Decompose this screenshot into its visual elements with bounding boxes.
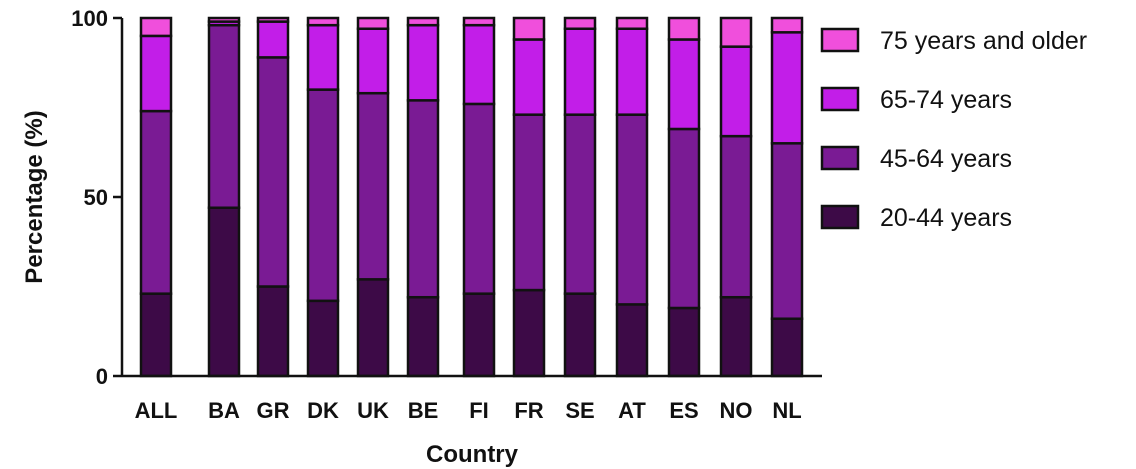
bar-segment-se-0 [563, 292, 597, 378]
x-tick-label-all: ALL [135, 398, 178, 423]
bar-segment-no-2 [719, 45, 753, 138]
bar-segment-uk-0 [356, 278, 390, 378]
bar-segment-no-1 [719, 134, 753, 299]
legend-swatch [820, 27, 860, 53]
bar-segment-fi-3 [462, 16, 496, 27]
x-axis-title: Country [426, 441, 519, 468]
bar-segment-gr-1 [256, 56, 290, 288]
bar-segment-at-0 [615, 303, 649, 378]
bar-segment-no-3 [719, 16, 753, 48]
bar-segment-at-3 [615, 16, 649, 30]
y-axis-title: Percentage (%) [21, 110, 48, 283]
x-tick-label-fr: FR [514, 398, 543, 423]
legend-label: 20-44 years [880, 204, 1012, 232]
bar-segment-se-3 [563, 16, 597, 30]
x-tick-label-at: AT [618, 398, 646, 423]
bar-segment-se-1 [563, 113, 597, 295]
legend-label: 65-74 years [880, 86, 1012, 114]
bar-segment-es-2 [667, 38, 701, 131]
legend-swatch [820, 86, 860, 112]
bar-segment-no-0 [719, 295, 753, 378]
x-tick-label-se: SE [565, 398, 594, 423]
bar-segment-ba-0 [207, 206, 241, 378]
x-tick-label-be: BE [408, 398, 439, 423]
bar-segment-uk-1 [356, 91, 390, 281]
bar-segment-gr-0 [256, 285, 290, 378]
bar-segment-be-0 [406, 295, 440, 378]
legend-label: 45-64 years [880, 145, 1012, 173]
bar-segment-es-1 [667, 127, 701, 310]
bar-segment-fr-2 [512, 38, 546, 116]
bar-segment-dk-2 [306, 23, 340, 91]
x-tick-label-gr: GR [257, 398, 290, 423]
bar-segment-dk-0 [306, 299, 340, 378]
legend: 75 years and older 65-74 years 45-64 years… [820, 27, 1087, 232]
x-tick-label-nl: NL [772, 398, 801, 423]
bar-segment-at-2 [615, 27, 649, 116]
bar-segment-all-1 [139, 109, 173, 295]
bar-segment-se-2 [563, 27, 597, 116]
bar-segment-nl-3 [770, 16, 804, 34]
bar-segment-be-3 [406, 16, 440, 27]
y-tick-label: 50 [84, 185, 108, 210]
bar-segment-dk-1 [306, 88, 340, 303]
y-tick-label: 0 [96, 364, 108, 389]
bar-segment-nl-0 [770, 317, 804, 378]
bar-segment-ba-3 [207, 16, 241, 23]
bar-segment-nl-1 [770, 142, 804, 320]
bar-segment-gr-2 [256, 20, 290, 59]
bar-segment-nl-2 [770, 31, 804, 145]
x-ticks-group: ALL BA GR DK UK BE FI FR SE AT ES NO NL [135, 398, 802, 423]
bar-segment-es-3 [667, 16, 701, 41]
legend-swatch [820, 204, 860, 230]
bar-segment-uk-2 [356, 27, 390, 95]
bar-segment-all-0 [139, 292, 173, 378]
bar-segment-fr-0 [512, 288, 546, 378]
bar-segment-be-2 [406, 23, 440, 102]
bar-segment-gr-3 [256, 16, 290, 23]
y-ticks-group: 0 50 100 [71, 6, 122, 389]
x-tick-label-es: ES [669, 398, 698, 423]
bar-segment-fi-1 [462, 102, 496, 295]
legend-label: 75 years and older [880, 27, 1087, 55]
bar-segment-ba-1 [207, 23, 241, 209]
legend-swatch [820, 145, 860, 171]
bar-segment-fr-1 [512, 113, 546, 292]
x-tick-label-ba: BA [208, 398, 240, 423]
x-tick-label-no: NO [720, 398, 753, 423]
bar-segment-all-2 [139, 34, 173, 113]
bars-group [139, 16, 804, 378]
bar-segment-at-1 [615, 113, 649, 306]
bar-segment-uk-3 [356, 16, 390, 30]
bar-segment-fi-0 [462, 292, 496, 378]
bar-segment-fr-3 [512, 16, 546, 41]
bar-segment-fi-2 [462, 23, 496, 106]
bar-segment-all-3 [139, 16, 173, 38]
x-tick-label-fi: FI [469, 398, 489, 423]
x-tick-label-uk: UK [357, 398, 389, 423]
x-tick-label-dk: DK [307, 398, 339, 423]
y-tick-label: 100 [71, 6, 108, 31]
bar-segment-es-0 [667, 306, 701, 378]
bar-segment-dk-3 [306, 16, 340, 27]
bar-segment-be-1 [406, 99, 440, 299]
